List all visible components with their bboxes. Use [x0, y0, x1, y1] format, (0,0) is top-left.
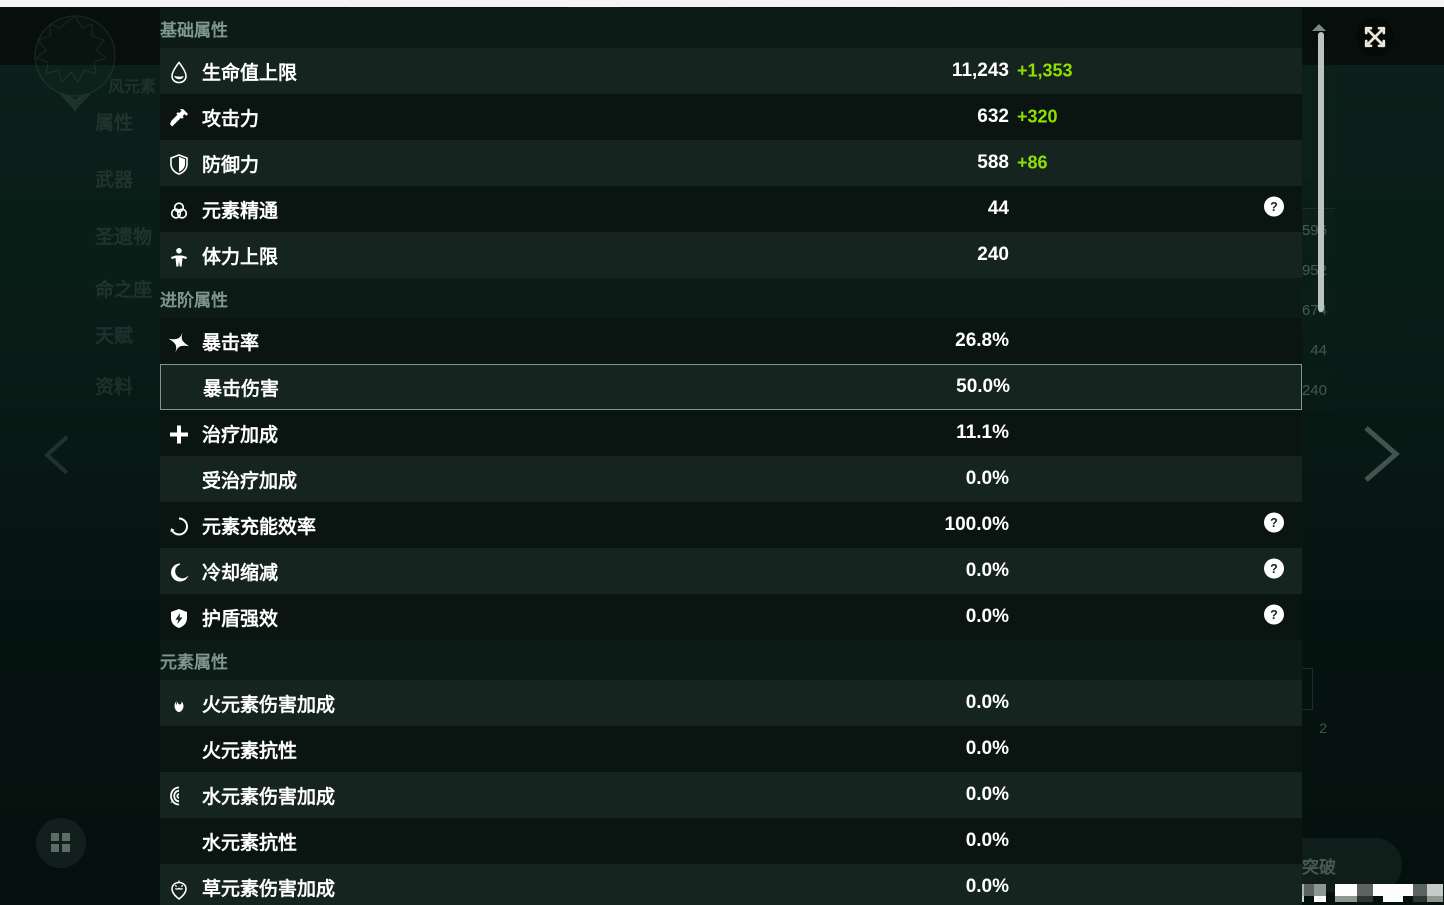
svg-text:?: ? — [1270, 608, 1278, 622]
svg-text:?: ? — [1270, 562, 1278, 576]
svg-text:?: ? — [1270, 200, 1278, 214]
svg-text:?: ? — [1270, 516, 1278, 530]
